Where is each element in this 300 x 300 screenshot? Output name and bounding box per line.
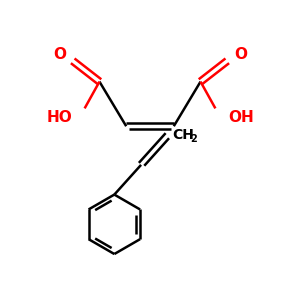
Text: OH: OH (228, 110, 253, 125)
Text: CH: CH (172, 128, 194, 142)
Text: 2: 2 (191, 134, 197, 144)
Text: O: O (234, 47, 247, 62)
Text: HO: HO (46, 110, 72, 125)
Text: O: O (53, 47, 66, 62)
